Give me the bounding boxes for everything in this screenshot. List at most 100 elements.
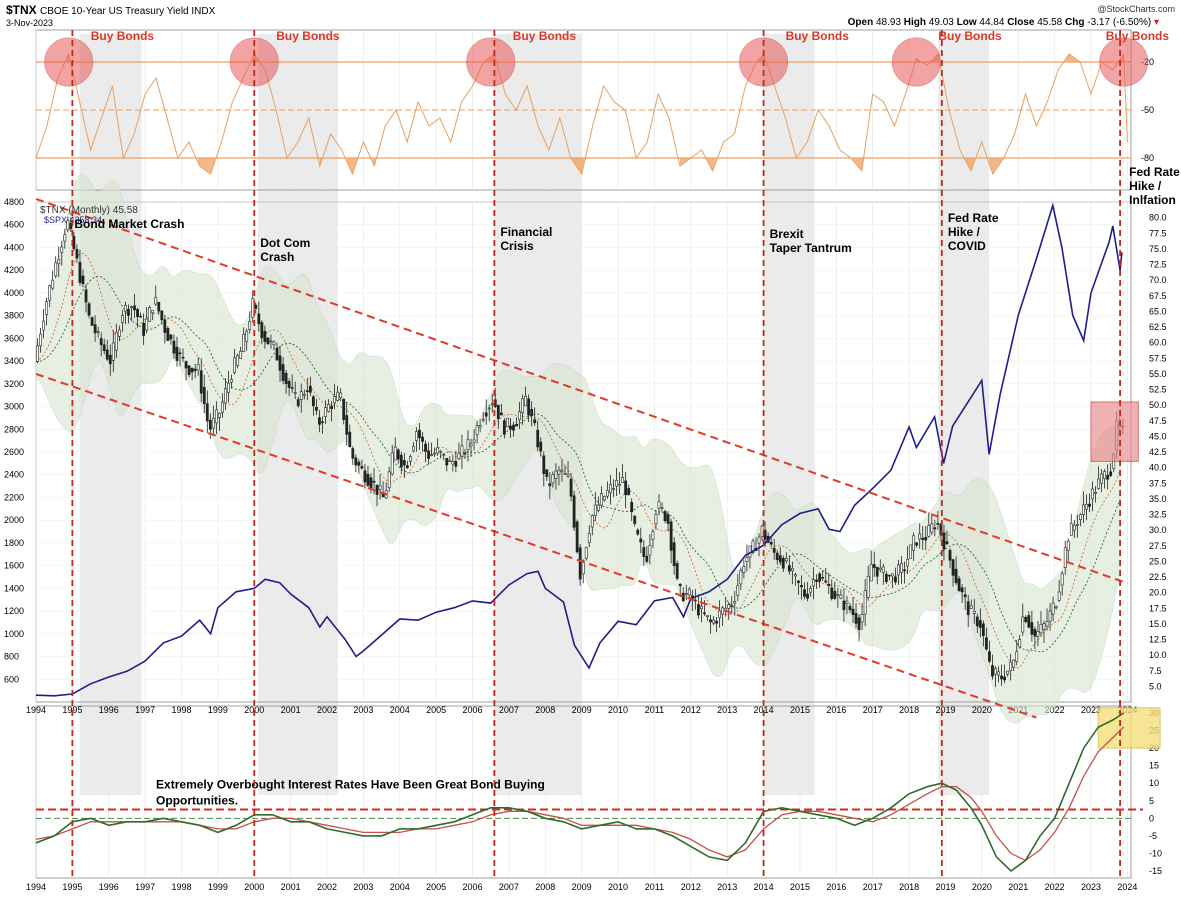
x-tick-label-bottom-1995: 1995 <box>62 882 82 892</box>
candle-body <box>669 521 673 551</box>
candle-body <box>518 411 521 421</box>
candle-body <box>703 612 706 615</box>
candle-body <box>554 470 558 479</box>
candle-body <box>318 417 321 425</box>
candle-body <box>305 390 309 393</box>
candle-body <box>1106 474 1110 480</box>
candle-body <box>839 594 843 599</box>
right-tick-22.5: 22.5 <box>1149 572 1167 582</box>
buy-signal-label-1: Buy Bonds <box>276 29 340 43</box>
candle-body <box>778 555 782 563</box>
candle-body <box>781 557 785 569</box>
candle-body <box>991 665 994 677</box>
candle-body <box>651 531 655 540</box>
x-tick-label-2001: 2001 <box>281 705 301 715</box>
candle-body <box>821 577 825 579</box>
candle-body <box>142 322 146 336</box>
candle-body <box>721 607 725 615</box>
candle-body <box>430 454 434 456</box>
x-tick-label-bottom-2018: 2018 <box>899 882 919 892</box>
candle-body <box>1091 488 1094 500</box>
candle-body <box>499 412 503 416</box>
candle-body <box>939 523 943 536</box>
candle-body <box>45 301 49 315</box>
candle-body <box>581 560 585 575</box>
candle-body <box>184 361 188 369</box>
candle-body <box>548 483 552 487</box>
right-tick-52.5: 52.5 <box>1149 385 1167 395</box>
candle-body <box>390 452 394 475</box>
right-tick-75.0: 75.0 <box>1149 244 1167 254</box>
macd-annotation-line2: Opportunities. <box>156 793 238 807</box>
candle-body <box>527 398 531 416</box>
chg-label: Chg <box>1065 17 1085 28</box>
rsi-oversold-fill-20164 <box>852 158 864 171</box>
candle-body <box>96 331 100 333</box>
candle-body <box>657 501 661 509</box>
candle-body <box>1051 602 1055 615</box>
x-tick-label-2003: 2003 <box>353 705 373 715</box>
candle-body <box>281 364 285 381</box>
candle-body <box>800 585 803 588</box>
candle-body <box>572 495 576 528</box>
candle-body <box>372 480 376 483</box>
candle-body <box>48 285 52 301</box>
x-tick-label-bottom-2020: 2020 <box>972 882 992 892</box>
right-tick-60.0: 60.0 <box>1149 338 1167 348</box>
x-tick-label-bottom-2007: 2007 <box>499 882 519 892</box>
candle-body <box>954 568 958 584</box>
macd-tick--15: -15 <box>1149 866 1162 876</box>
tnx-legend: $TNX (Monthly) 45.58 <box>40 205 138 216</box>
shaded-period-3 <box>763 34 815 795</box>
left-tick-3200: 3200 <box>4 379 24 389</box>
candle-body <box>136 308 139 318</box>
rsi-oversold-fill-20117 <box>679 158 691 166</box>
buy-signal-label-3: Buy Bonds <box>786 29 850 43</box>
left-tick-2000: 2000 <box>4 515 24 525</box>
rsi-overbought-fill-20223 <box>1065 54 1081 62</box>
candle-body <box>218 413 221 418</box>
left-tick-4000: 4000 <box>4 288 24 298</box>
candle-body <box>66 220 70 231</box>
candle-body <box>666 514 670 524</box>
x-tick-label-bottom-2022: 2022 <box>1045 882 1065 892</box>
candle-body <box>269 340 273 343</box>
candle-body <box>557 470 561 475</box>
right-tick-27.5: 27.5 <box>1149 541 1167 551</box>
candle-body <box>224 388 227 404</box>
candle-body <box>981 623 985 637</box>
candle-body <box>836 594 840 596</box>
candle-body <box>208 419 212 430</box>
candle-body <box>812 579 815 587</box>
candle-body <box>439 450 443 453</box>
candle-body <box>196 364 200 371</box>
candle-body <box>624 480 628 496</box>
candle-body <box>906 559 909 567</box>
candle-body <box>739 570 743 585</box>
candle-body <box>515 423 518 427</box>
candle-body <box>436 447 440 454</box>
right-tick-10.0: 10.0 <box>1149 650 1167 660</box>
candle-body <box>633 515 637 524</box>
candle-body <box>912 535 916 551</box>
event-label-ev2a: Dot Com <box>260 236 310 250</box>
candle-body <box>745 557 749 562</box>
rsi-oversold-fill-20195 <box>965 158 975 171</box>
candle-body <box>178 352 182 355</box>
right-tick-25.0: 25.0 <box>1149 556 1167 566</box>
candle-body <box>166 328 170 341</box>
candle-body <box>596 504 600 511</box>
candle-body <box>681 592 685 602</box>
candle-body <box>336 391 340 401</box>
candle-body <box>730 605 734 607</box>
rsi-oversold-fill-20202 <box>989 158 1004 174</box>
candle-body <box>978 620 982 628</box>
candle-body <box>327 404 330 412</box>
candle-body <box>139 315 142 318</box>
x-tick-label-bottom-2003: 2003 <box>353 882 373 892</box>
right-tick-30.0: 30.0 <box>1149 525 1167 535</box>
x-tick-label-bottom-2016: 2016 <box>826 882 846 892</box>
candle-body <box>120 315 124 323</box>
candle-body <box>621 477 625 483</box>
